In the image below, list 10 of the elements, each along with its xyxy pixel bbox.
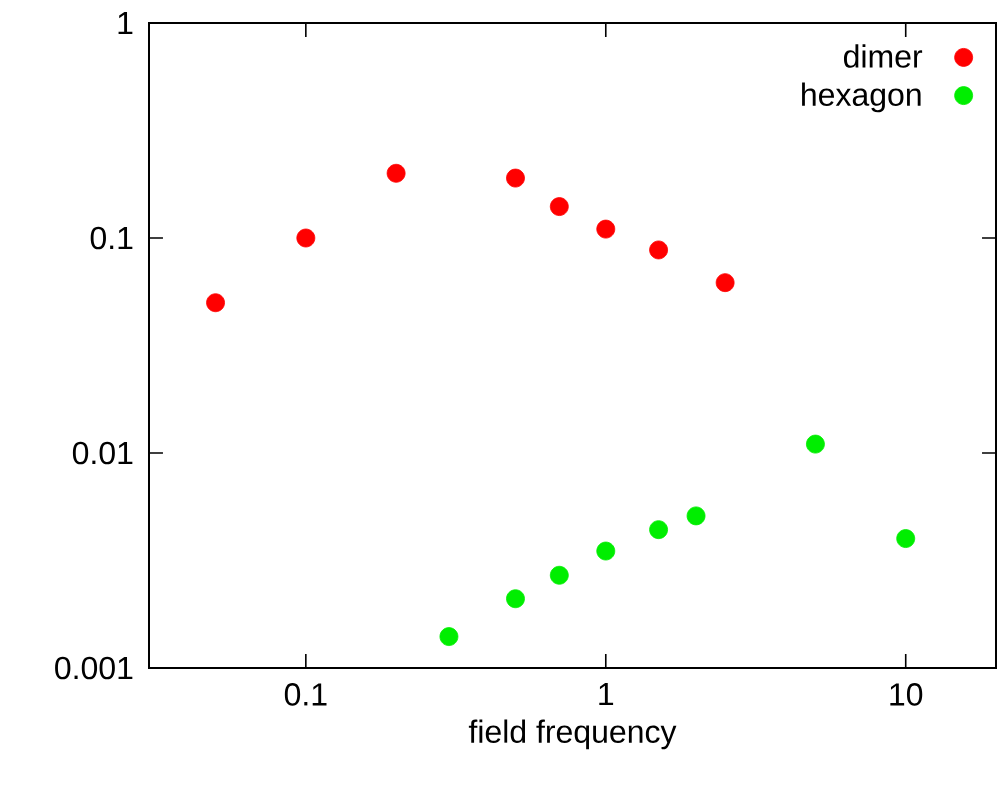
y-tick-label: 0.001 [55, 656, 133, 680]
x-tick-label: 10 [890, 683, 923, 706]
y-tick-label: 0.1 [90, 226, 133, 250]
legend-label: dimer [843, 44, 923, 68]
y-tick-label: 0.01 [72, 441, 133, 465]
x-tick-label: 1 [599, 683, 614, 706]
legend-label: hexagon [802, 82, 921, 113]
x-axis-title: field frequency [468, 719, 677, 750]
y-tick-label: 1 [118, 11, 133, 35]
x-tick-label: 0.1 [284, 683, 327, 706]
